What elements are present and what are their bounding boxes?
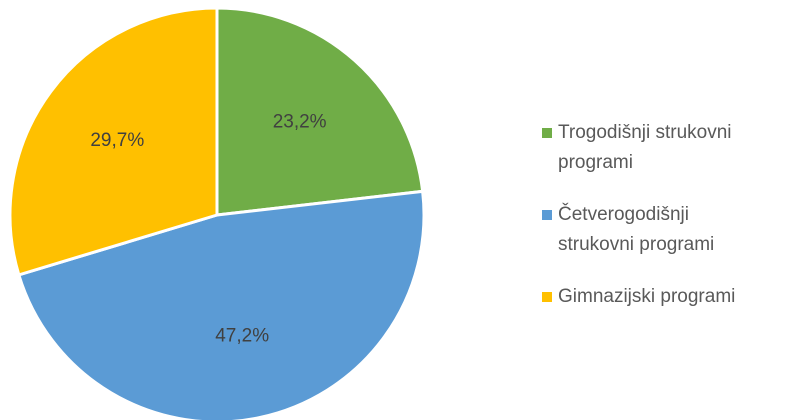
pie-slice: [215, 6, 425, 217]
data-label: 47,2%: [215, 326, 269, 347]
legend-item: Gimnazijski programi: [542, 282, 792, 312]
legend-item: Trogodišnji strukovni programi: [542, 118, 792, 178]
pie-slice: [8, 6, 219, 277]
legend-label: Trogodišnji strukovni programi: [558, 122, 732, 173]
legend-swatch: [542, 292, 552, 302]
legend-swatch: [542, 210, 552, 220]
legend-item: Četverogodišnji strukovni programi: [542, 200, 792, 260]
data-label: 23,2%: [273, 111, 327, 132]
data-label: 29,7%: [90, 130, 144, 151]
pie-slice: [16, 189, 426, 420]
legend-label: Četverogodišnji strukovni programi: [558, 204, 715, 255]
legend: Trogodišnji strukovni programi Četverogod…: [542, 118, 792, 312]
legend-swatch: [542, 128, 552, 138]
legend-label: Gimnazijski programi: [558, 286, 736, 307]
